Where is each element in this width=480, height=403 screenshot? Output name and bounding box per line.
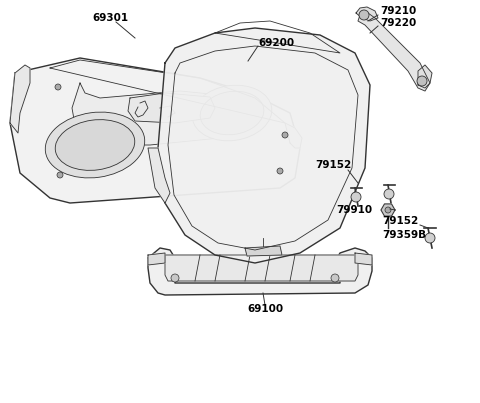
- Circle shape: [331, 274, 339, 282]
- Circle shape: [417, 76, 427, 86]
- Text: 79210: 79210: [380, 6, 416, 16]
- Circle shape: [171, 274, 179, 282]
- Circle shape: [425, 233, 435, 243]
- Ellipse shape: [45, 112, 144, 178]
- Circle shape: [385, 207, 391, 213]
- Polygon shape: [10, 58, 300, 203]
- Text: 79220: 79220: [380, 18, 416, 28]
- Polygon shape: [148, 253, 165, 265]
- Circle shape: [57, 172, 63, 178]
- Circle shape: [282, 132, 288, 138]
- Polygon shape: [128, 93, 215, 123]
- Polygon shape: [355, 253, 372, 265]
- Ellipse shape: [200, 91, 264, 135]
- Ellipse shape: [192, 85, 272, 141]
- Circle shape: [384, 189, 394, 199]
- Polygon shape: [72, 83, 240, 145]
- Text: 69301: 69301: [92, 13, 128, 23]
- Polygon shape: [245, 246, 282, 256]
- Polygon shape: [381, 204, 395, 216]
- Circle shape: [277, 168, 283, 174]
- Polygon shape: [356, 7, 378, 21]
- Polygon shape: [158, 28, 370, 263]
- Text: 69100: 69100: [247, 304, 283, 314]
- Text: 79152: 79152: [315, 160, 351, 170]
- Circle shape: [351, 192, 361, 202]
- Polygon shape: [358, 13, 430, 91]
- Circle shape: [359, 10, 369, 20]
- Polygon shape: [418, 65, 432, 88]
- Text: 69200: 69200: [258, 38, 294, 48]
- Text: 79152: 79152: [382, 216, 418, 226]
- Ellipse shape: [55, 120, 135, 170]
- Text: 79359B: 79359B: [382, 230, 426, 240]
- Polygon shape: [148, 148, 170, 203]
- Circle shape: [55, 84, 61, 90]
- Polygon shape: [285, 123, 302, 148]
- Polygon shape: [148, 248, 372, 295]
- Polygon shape: [165, 255, 358, 281]
- Text: 79910: 79910: [336, 205, 372, 215]
- Polygon shape: [10, 65, 30, 133]
